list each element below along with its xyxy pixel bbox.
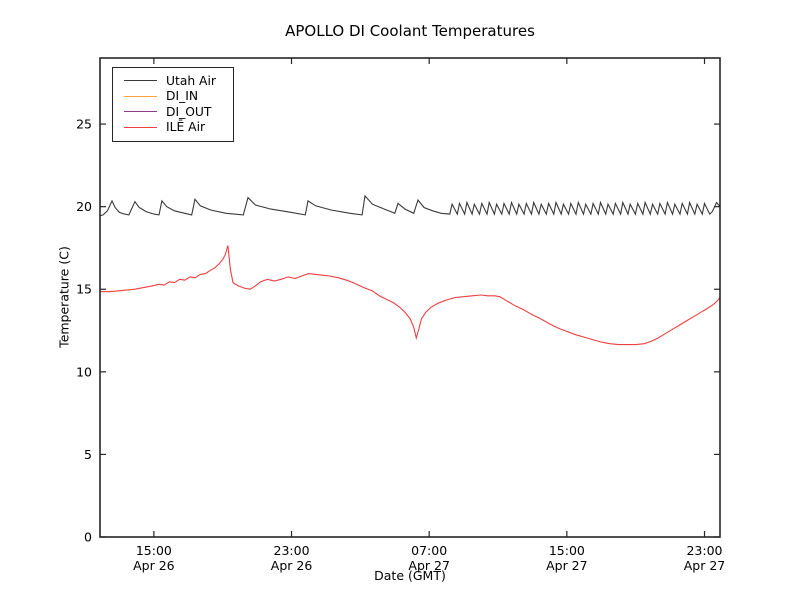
legend-line-sample-ile-air [124,126,157,128]
legend-item-ile-air: ILĒ Air [113,120,233,136]
x-tick-label-time: 15:00 [549,543,585,558]
legend-label-utah-air: Utah Air [166,73,216,88]
x-tick-label-date: Apr 27 [684,558,726,573]
x-tick-label-time: 07:00 [411,543,447,558]
x-tick-label-date: Apr 27 [546,558,588,573]
legend-item-di-out: DI_OUT [113,104,233,120]
legend-item-utah-air: Utah Air [113,73,233,89]
legend: Utah Air DI_IN DI_OUT ILĒ Air [112,67,234,142]
y-tick-label: 0 [84,530,92,545]
x-tick-label-date: Apr 27 [408,558,450,573]
series-line-il-air [100,245,720,346]
x-tick-label-date: Apr 26 [133,558,175,573]
y-tick-label: 25 [76,117,92,132]
legend-label-ile-air: ILĒ Air [166,120,206,135]
y-tick-label: 15 [76,282,92,297]
legend-line-sample-di-in [124,95,157,97]
x-tick-label-time: 15:00 [136,543,172,558]
x-tick-label-time: 23:00 [686,543,722,558]
y-tick-label: 10 [76,364,92,379]
x-axis-label: Date (GMT) [374,568,446,583]
legend-item-di-in: DI_IN [113,89,233,105]
x-tick-label-time: 23:00 [274,543,310,558]
legend-label-di-in: DI_IN [166,89,199,104]
legend-line-sample-utah-air [124,80,157,82]
chart-title: APOLLO DI Coolant Temperatures [285,22,535,40]
legend-label-di-out: DI_OUT [166,104,212,119]
y-tick-label: 5 [84,447,92,462]
axes-frame [99,57,721,538]
y-tick-label: 20 [76,199,92,214]
y-axis-label: Temperature (C) [56,246,72,348]
x-tick-label-date: Apr 26 [271,558,313,573]
series-line-utah-air [100,194,720,217]
legend-line-sample-di-out [124,111,157,113]
